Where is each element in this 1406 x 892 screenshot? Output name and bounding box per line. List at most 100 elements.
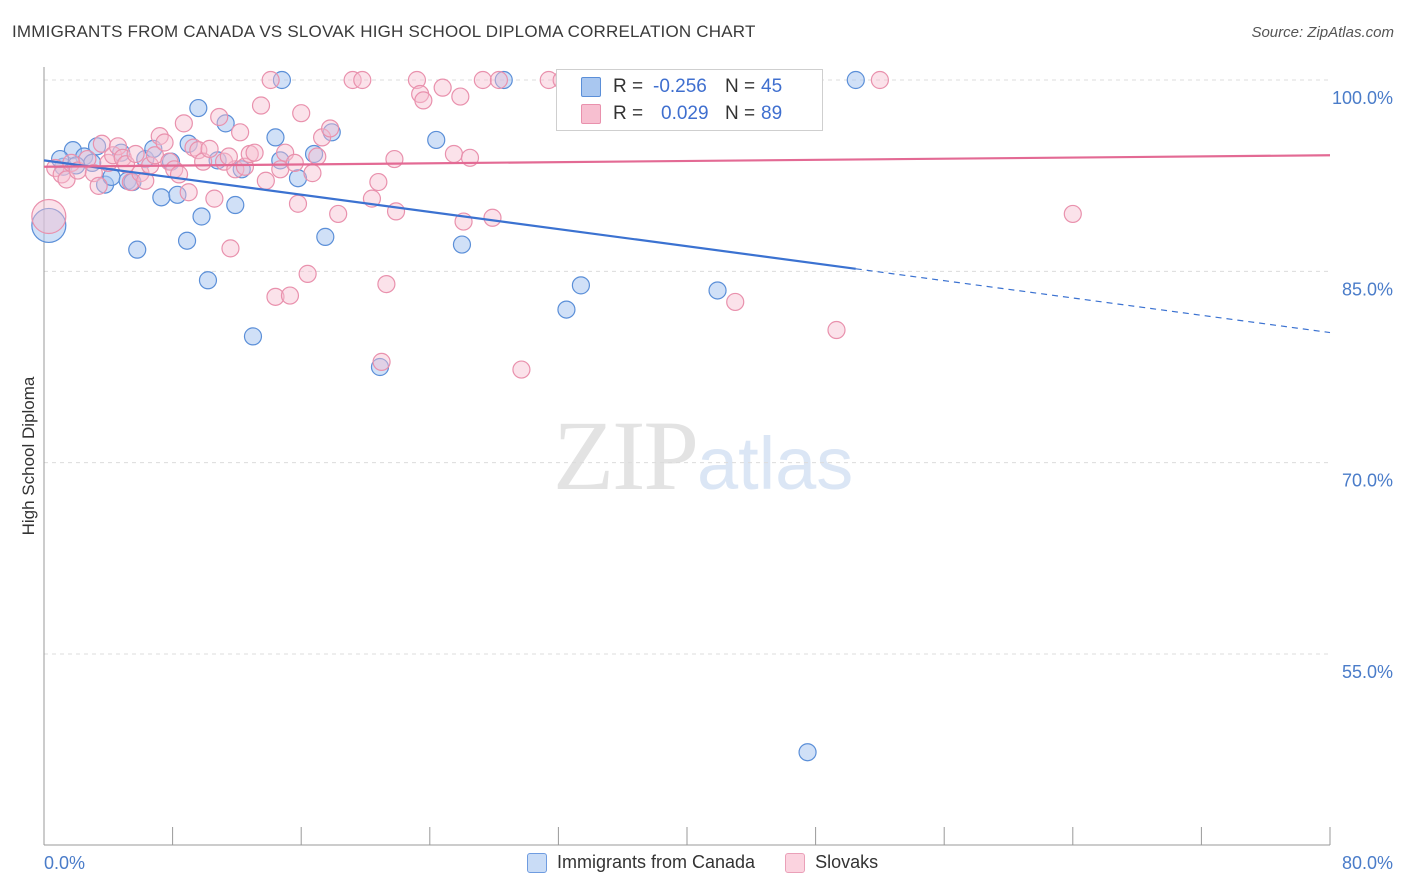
slovak-point xyxy=(308,147,327,166)
canada-trend-line xyxy=(43,159,856,270)
legend-swatch-slovak xyxy=(581,104,601,124)
watermark-atlas: atlas xyxy=(697,422,854,505)
canada-point xyxy=(846,70,865,90)
slovak-point xyxy=(483,208,502,227)
slovak-point xyxy=(184,138,203,157)
legend-r-label: R = xyxy=(613,76,644,97)
slovak-point xyxy=(726,292,745,312)
canada-point xyxy=(168,185,187,204)
canada-point xyxy=(708,281,727,300)
canada-point xyxy=(87,137,107,156)
slovak-point xyxy=(433,78,452,97)
legend-n-value: 89 xyxy=(761,103,783,124)
series-swatch-canada xyxy=(527,852,547,873)
slovak-point xyxy=(870,70,890,90)
slovak-point xyxy=(343,70,362,90)
canada-point xyxy=(288,169,308,188)
canada-point xyxy=(128,240,147,259)
slovak-trend-line xyxy=(43,154,1331,168)
y-tick-label: 100.0% xyxy=(1332,88,1393,108)
slovak-point xyxy=(444,144,464,164)
x-tick-label: 80.0% xyxy=(1342,853,1393,873)
slovak-point xyxy=(353,70,372,90)
slovak-point xyxy=(292,104,311,123)
legend-row-canada: R = -0.256 N = 45 xyxy=(581,74,782,100)
slovak-point xyxy=(219,147,238,166)
canada-point xyxy=(557,300,576,319)
slovak-point xyxy=(256,171,275,190)
series-legend: Immigrants from Canada Slovaks xyxy=(527,852,908,873)
y-tick-label: 55.0% xyxy=(1342,662,1393,682)
chart-title: IMMIGRANTS FROM CANADA VS SLOVAK HIGH SC… xyxy=(12,22,756,41)
canada-points xyxy=(31,70,865,762)
canada-point xyxy=(192,207,211,226)
watermark: ZIPatlas xyxy=(553,398,853,513)
slovak-point xyxy=(210,107,229,127)
slovak-point xyxy=(200,139,219,158)
series-label-canada: Immigrants from Canada xyxy=(557,852,756,872)
canada-point xyxy=(243,327,263,346)
legend-row-slovak: R = 0.029 N = 89 xyxy=(581,101,782,127)
slovak-point xyxy=(174,114,193,133)
canada-point xyxy=(177,231,197,250)
stats-legend: R = -0.256 N = 45 R = 0.029 N = 89 xyxy=(556,69,823,131)
x-tick-label: 0.0% xyxy=(44,853,85,873)
slovak-point xyxy=(298,264,317,283)
canada-point xyxy=(31,207,67,244)
slovak-point xyxy=(169,165,189,184)
canada-point xyxy=(266,128,285,147)
axes xyxy=(43,67,1331,846)
slovak-point xyxy=(285,153,304,173)
slovak-point xyxy=(489,70,509,90)
slovak-point xyxy=(108,137,128,156)
slovak-point xyxy=(251,96,271,115)
slovak-point xyxy=(512,360,531,379)
slovak-point xyxy=(372,352,391,371)
canada-point xyxy=(798,743,817,762)
slovak-point xyxy=(407,70,427,90)
axis-labels: 55.0% 70.0% 85.0% 100.0% 0.0% 80.0% High Schoo… xyxy=(19,88,1393,873)
y-axis-title: High School Diploma xyxy=(19,376,38,535)
series-swatch-slovak xyxy=(785,852,806,873)
canada-point xyxy=(189,98,208,118)
series-legend-canada[interactable]: Immigrants from Canada xyxy=(527,852,755,873)
slovak-point xyxy=(221,239,240,258)
slovak-point xyxy=(31,198,67,235)
source-label: Source: ZipAtlas.com xyxy=(1251,24,1394,41)
legend-r-value: -0.256 xyxy=(653,76,707,97)
y-tick-label: 70.0% xyxy=(1342,471,1393,491)
slovak-point xyxy=(377,274,396,294)
slovak-point xyxy=(473,70,492,90)
series-label-slovak: Slovaks xyxy=(815,852,879,872)
canada-trend-extension xyxy=(855,268,1331,334)
slovak-point xyxy=(288,194,308,213)
legend-r-value: 0.029 xyxy=(661,103,709,124)
slovak-point xyxy=(126,144,145,164)
canada-point xyxy=(152,188,171,207)
slovak-point xyxy=(369,172,388,192)
canada-point xyxy=(316,227,335,246)
canada-point xyxy=(571,276,591,295)
canada-point xyxy=(427,130,446,150)
slovak-point xyxy=(329,204,348,224)
slovak-point xyxy=(451,87,470,106)
legend-n-label: N = xyxy=(725,76,756,97)
canada-point xyxy=(494,70,513,90)
slovak-point xyxy=(386,202,406,221)
canada-point xyxy=(198,271,218,290)
canada-point xyxy=(304,144,324,164)
slovak-point xyxy=(414,91,433,110)
slovak-point xyxy=(827,320,846,340)
y-tick-label: 85.0% xyxy=(1342,279,1393,299)
slovak-point xyxy=(245,143,264,162)
legend-swatch-canada xyxy=(581,77,601,97)
slovak-point xyxy=(155,133,174,152)
watermark-zip: ZIP xyxy=(553,400,699,511)
slovak-point xyxy=(385,149,404,169)
canada-point xyxy=(452,235,472,254)
slovak-point xyxy=(321,119,340,138)
series-legend-slovak[interactable]: Slovaks xyxy=(785,852,878,873)
slovak-point xyxy=(231,123,250,142)
slovak-point xyxy=(179,183,198,202)
